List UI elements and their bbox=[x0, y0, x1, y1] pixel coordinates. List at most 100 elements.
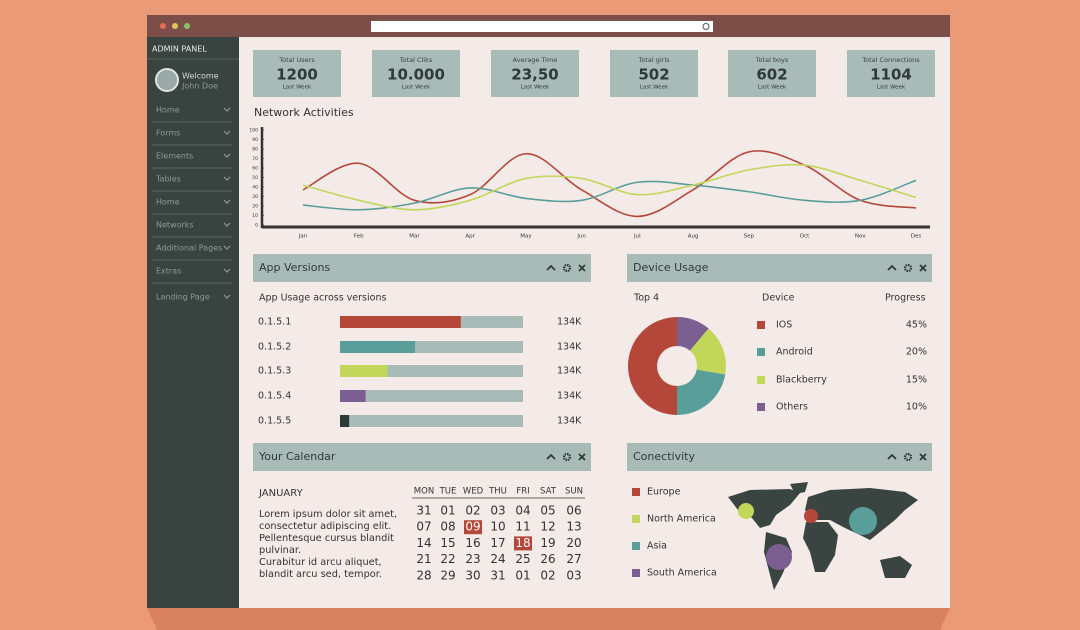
day[interactable]: 06 bbox=[566, 504, 581, 518]
address-bar[interactable] bbox=[371, 21, 713, 32]
chart-title: Network Activities bbox=[254, 106, 354, 119]
x-tick-label: Jan bbox=[298, 234, 308, 240]
menu-chevron bbox=[223, 294, 231, 299]
stat-label: Average Time bbox=[513, 56, 558, 64]
stat-sub: Last Week bbox=[283, 85, 312, 91]
day[interactable]: 03 bbox=[490, 504, 505, 518]
usage-count: 134K bbox=[557, 342, 582, 353]
collapse-icon[interactable] bbox=[546, 453, 556, 460]
menu-item[interactable]: Networks bbox=[156, 221, 194, 230]
maximize-dot[interactable] bbox=[184, 23, 190, 29]
menu-item[interactable]: Tables bbox=[155, 175, 181, 184]
north-america-shape bbox=[728, 489, 800, 528]
menu-item[interactable]: Forms bbox=[156, 129, 180, 138]
day[interactable]: 11 bbox=[515, 520, 530, 534]
menu-item[interactable]: Home bbox=[156, 106, 180, 115]
reload-icon[interactable] bbox=[702, 23, 710, 30]
panel-header bbox=[627, 254, 932, 282]
day[interactable]: 26 bbox=[540, 552, 555, 566]
menu-item[interactable]: Additional Pages bbox=[156, 244, 222, 253]
day[interactable]: 29 bbox=[440, 568, 455, 582]
usage-count: 134K bbox=[557, 416, 582, 427]
menu-item[interactable]: Extras bbox=[156, 267, 181, 276]
day[interactable]: 10 bbox=[490, 520, 505, 534]
collapse-icon[interactable] bbox=[887, 453, 897, 460]
day[interactable]: 31 bbox=[490, 568, 505, 582]
progress-track bbox=[340, 390, 523, 402]
day[interactable]: 08 bbox=[440, 520, 455, 534]
close-icon[interactable] bbox=[578, 453, 586, 461]
greenland-shape bbox=[790, 482, 808, 494]
day[interactable]: 18 bbox=[515, 536, 530, 550]
close-dot[interactable] bbox=[160, 23, 166, 29]
day[interactable]: 30 bbox=[465, 568, 480, 582]
legend-label: Europe bbox=[647, 487, 681, 498]
day[interactable]: 27 bbox=[566, 552, 581, 566]
menu-item[interactable]: Landing Page bbox=[156, 293, 210, 302]
day[interactable]: 25 bbox=[515, 552, 530, 566]
stat-card bbox=[253, 50, 341, 97]
day[interactable]: 01 bbox=[440, 504, 455, 518]
collapse-icon[interactable] bbox=[887, 264, 897, 271]
close-icon[interactable] bbox=[919, 453, 927, 461]
collapse-icon[interactable] bbox=[546, 264, 556, 271]
day[interactable]: 17 bbox=[490, 536, 505, 550]
stat-label: Total Connections bbox=[861, 56, 920, 64]
window-shadow bbox=[147, 608, 950, 630]
donut-segment bbox=[689, 328, 726, 375]
region-bubble bbox=[738, 503, 754, 519]
day[interactable]: 31 bbox=[416, 504, 431, 518]
day[interactable]: 21 bbox=[416, 552, 431, 566]
day[interactable]: 16 bbox=[465, 536, 480, 550]
menu-item[interactable]: Home bbox=[156, 198, 180, 207]
stat-card bbox=[491, 50, 579, 97]
progress-bar bbox=[340, 390, 366, 402]
weekday: TUE bbox=[439, 487, 457, 497]
day[interactable]: 24 bbox=[490, 552, 505, 566]
y-tick-label: 70 bbox=[252, 156, 258, 162]
region-bubble bbox=[804, 509, 818, 523]
menu-chevron bbox=[223, 199, 231, 204]
day[interactable]: 05 bbox=[540, 504, 555, 518]
day[interactable]: 20 bbox=[566, 536, 581, 550]
minimize-dot[interactable] bbox=[172, 23, 178, 29]
menu-item[interactable]: Elements bbox=[156, 152, 193, 161]
day[interactable]: 28 bbox=[416, 568, 431, 582]
day[interactable]: 23 bbox=[465, 552, 480, 566]
day[interactable]: 07 bbox=[416, 520, 431, 534]
close-icon[interactable] bbox=[578, 264, 586, 272]
settings-icon[interactable] bbox=[903, 263, 913, 273]
value-label: 10% bbox=[906, 402, 927, 413]
day[interactable]: 13 bbox=[566, 520, 581, 534]
panel-title: Your Calendar bbox=[258, 450, 336, 463]
day[interactable]: 02 bbox=[540, 568, 555, 582]
version-label: 0.1.5.5 bbox=[258, 416, 291, 427]
settings-icon[interactable] bbox=[562, 452, 572, 462]
avatar bbox=[155, 68, 179, 92]
x-tick-label: Feb bbox=[354, 234, 364, 240]
day[interactable]: 04 bbox=[515, 504, 530, 518]
day[interactable]: 03 bbox=[566, 568, 581, 582]
x-tick-label: Jul bbox=[633, 234, 641, 240]
calendar-note: consectetur adipiscing elit. bbox=[259, 521, 391, 532]
day[interactable]: 12 bbox=[540, 520, 555, 534]
legend-swatch bbox=[757, 348, 765, 356]
legend-label: Asia bbox=[647, 541, 667, 552]
day[interactable]: 15 bbox=[440, 536, 455, 550]
usage-count: 134K bbox=[557, 391, 582, 402]
stat-value: 1104 bbox=[870, 66, 912, 84]
settings-icon[interactable] bbox=[562, 263, 572, 273]
day[interactable]: 19 bbox=[540, 536, 555, 550]
network-line bbox=[302, 163, 917, 211]
settings-icon[interactable] bbox=[903, 452, 913, 462]
day[interactable]: 09 bbox=[465, 520, 480, 534]
day[interactable]: 22 bbox=[440, 552, 455, 566]
close-icon[interactable] bbox=[919, 264, 927, 272]
stat-value: 10.000 bbox=[387, 66, 445, 84]
day[interactable]: 14 bbox=[416, 536, 431, 550]
day[interactable]: 01 bbox=[515, 568, 530, 582]
day[interactable]: 02 bbox=[465, 504, 480, 518]
stat-value: 502 bbox=[638, 66, 669, 84]
version-label: 0.1.5.3 bbox=[258, 366, 291, 377]
